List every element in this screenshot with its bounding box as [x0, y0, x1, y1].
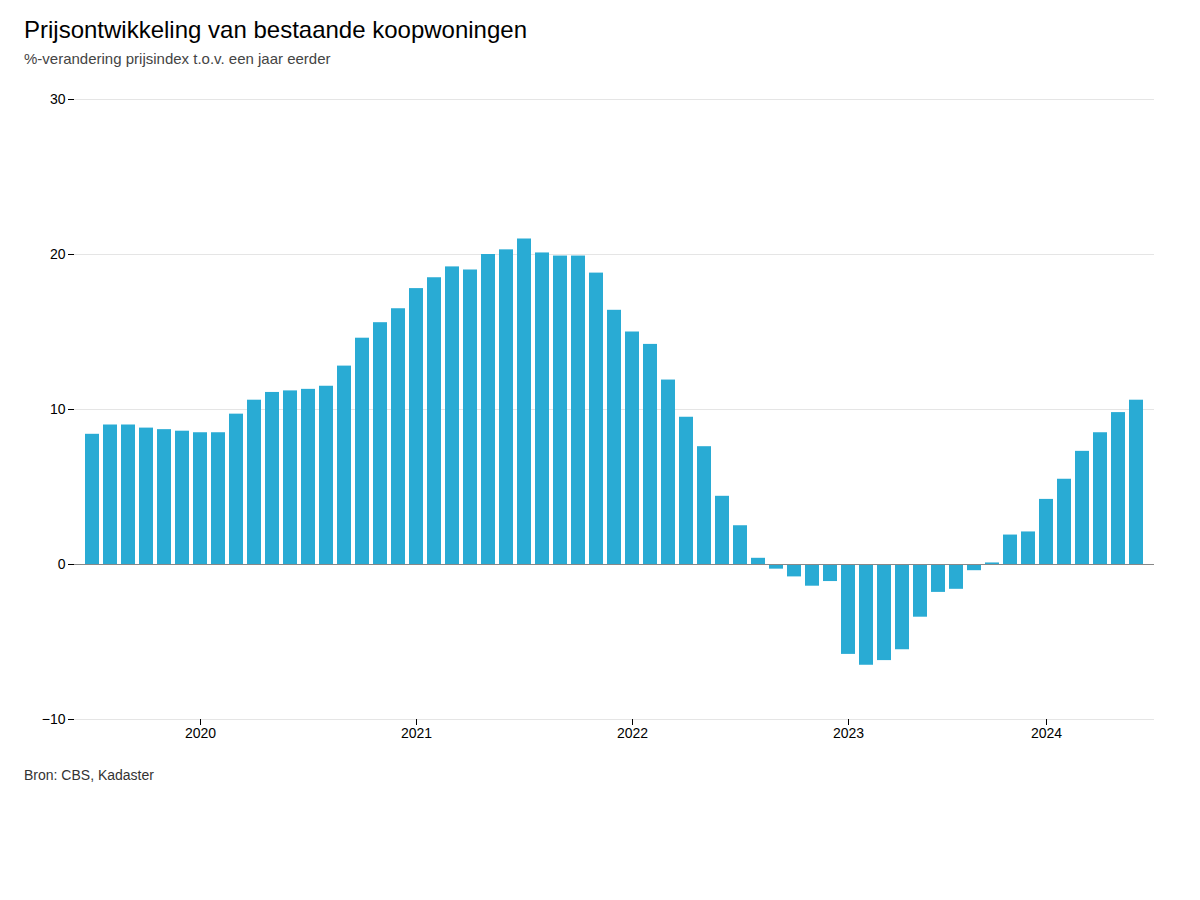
html-text:Bron: CBS, Kadaster: Bron: CBS, Kadaster [24, 767, 154, 783]
svg-text:2022: 2022 [617, 725, 648, 741]
svg-text:2023: 2023 [833, 725, 864, 741]
svg-text:0: 0 [58, 556, 66, 572]
svg-text:30: 30 [50, 91, 66, 107]
html-text:%-verandering prijsindex t.o.v: %-verandering prijsindex t.o.v. een jaar… [24, 50, 331, 67]
svg-text:2024: 2024 [1031, 725, 1062, 741]
html-text:Prijsontwikkeling van bestaand: Prijsontwikkeling van bestaande koopwoni… [24, 16, 527, 43]
svg-text:2020: 2020 [185, 725, 216, 741]
svg-text:20: 20 [50, 246, 66, 262]
svg-text:10: 10 [50, 401, 66, 417]
svg-text:−10: −10 [42, 711, 66, 727]
svg-text:2021: 2021 [401, 725, 432, 741]
